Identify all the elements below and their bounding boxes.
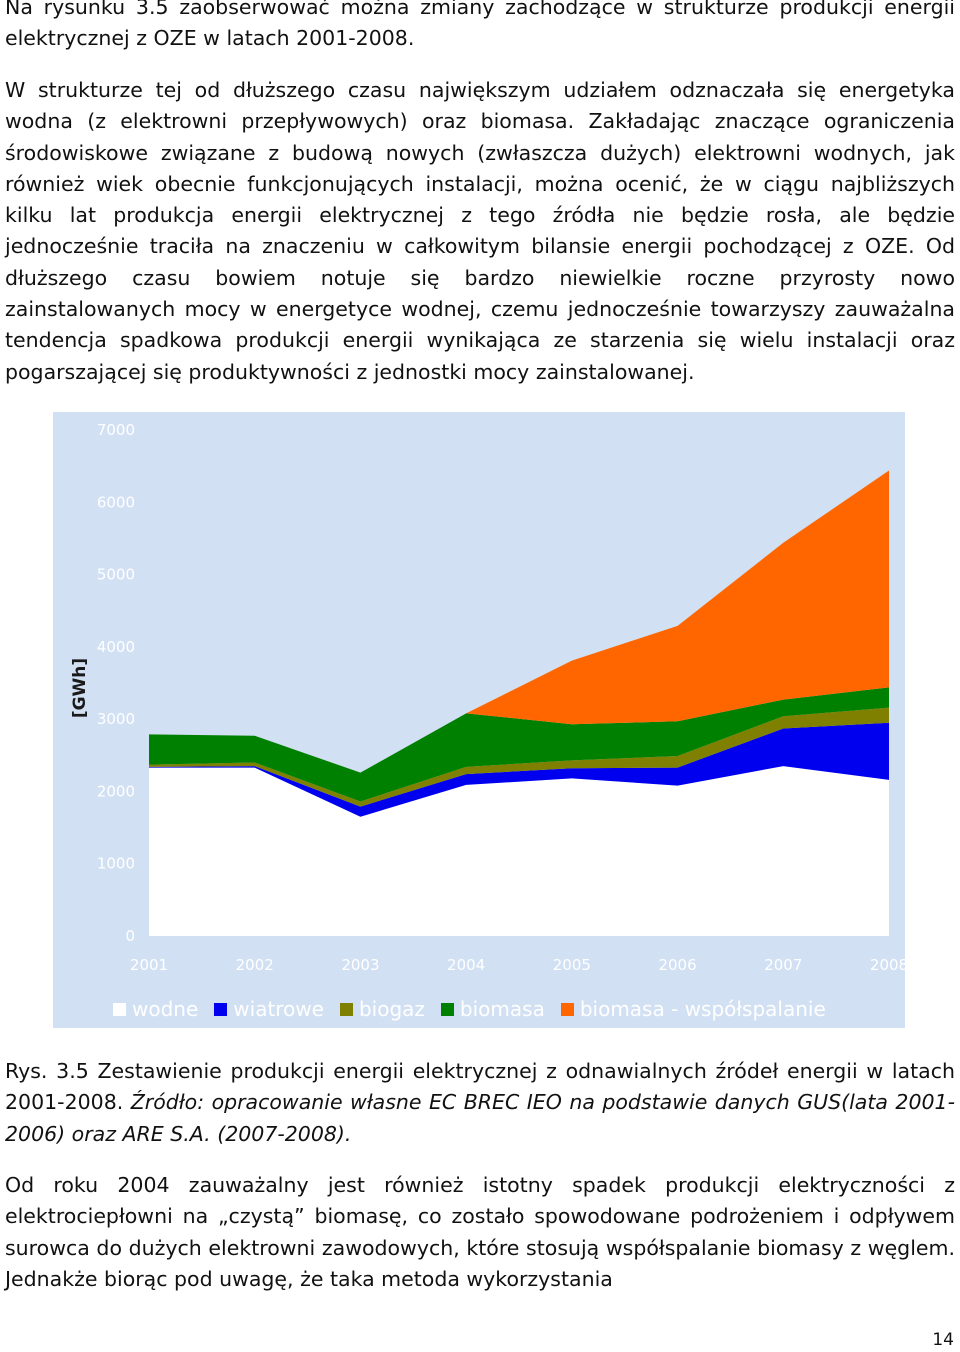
x-tick-label: 2003 xyxy=(341,956,379,974)
legend-label: biomasa - współspalanie xyxy=(579,997,826,1021)
legend-label: biogaz xyxy=(358,997,425,1021)
legend-label: wiatrowe xyxy=(233,997,324,1021)
y-tick-label: 0 xyxy=(125,927,135,945)
legend-swatch xyxy=(560,1002,574,1016)
x-tick-label: 2008 xyxy=(870,956,905,974)
caption-source: Źródło: opracowanie własne EC BREC IEO n… xyxy=(5,1090,955,1146)
legend-item: wodne xyxy=(113,997,198,1021)
area-wiatrowe xyxy=(149,722,889,817)
x-tick-label: 2006 xyxy=(658,956,696,974)
x-tick-label: 2002 xyxy=(236,956,274,974)
legend-item: wiatrowe xyxy=(214,997,324,1021)
area-wodne xyxy=(149,766,889,936)
legend-label: wodne xyxy=(132,997,199,1021)
stacked-area-chart: 0 1000 2000 3000 4000 5000 6000 7000 2001 2002 200… xyxy=(70,421,905,974)
paragraph-biomass-decline: Od roku 2004 zauważalny jest również ist… xyxy=(5,1173,955,1291)
y-tick-label: 5000 xyxy=(97,566,135,584)
legend-item: biomasa - współspalanie xyxy=(560,997,826,1021)
x-tick-label: 2007 xyxy=(764,956,802,974)
x-tick-label: 2001 xyxy=(130,956,168,974)
legend-swatch xyxy=(339,1002,353,1016)
legend-label: biomasa xyxy=(459,997,545,1021)
legend-swatch xyxy=(440,1002,454,1016)
area-biomasa-wsp-spalanie xyxy=(466,470,889,725)
legend-item: biomasa xyxy=(440,997,545,1021)
area-biomasa xyxy=(149,687,889,802)
x-tick-label: 2005 xyxy=(553,956,591,974)
legend-item: biogaz xyxy=(339,997,425,1021)
paragraph-hydro-biomass: W strukturze tej od dłuższego czasu najw… xyxy=(5,78,955,384)
y-tick-label: 3000 xyxy=(97,710,135,728)
y-tick-label: 1000 xyxy=(97,855,135,873)
caption-title: Rys. 3.5 Zestawienie produkcji energii e… xyxy=(5,1059,955,1115)
paragraph-intro: Na rysunku 3.5 zaobserwować można zmiany… xyxy=(5,0,955,51)
area-biogaz xyxy=(149,707,889,807)
y-tick-label: 7000 xyxy=(97,421,135,439)
page-number: 14 xyxy=(932,1330,954,1350)
chart-legend: wodne wiatrowe biogaz biomasa biomasa - wspó… xyxy=(113,992,842,1026)
legend-swatch xyxy=(214,1002,228,1016)
y-tick-label: 2000 xyxy=(97,782,135,800)
legend-swatch xyxy=(113,1002,126,1016)
y-tick-label: 4000 xyxy=(97,638,135,656)
chart-figure: 0 1000 2000 3000 4000 5000 6000 7000 2001 2002 200… xyxy=(53,412,905,1028)
figure-caption: Rys. 3.5 Zestawienie produkcji energii e… xyxy=(5,1056,955,1150)
x-tick-label: 2004 xyxy=(447,956,485,974)
y-tick-label: 6000 xyxy=(97,493,135,511)
y-axis-label: [GWh] xyxy=(70,658,90,718)
